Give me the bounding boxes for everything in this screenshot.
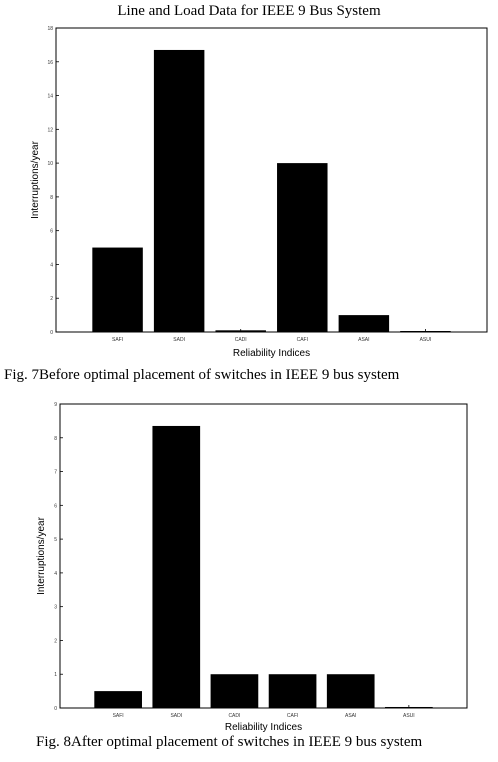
page-title: Line and Load Data for IEEE 9 Bus System [117, 3, 381, 19]
y-tick-label: 18 [47, 26, 53, 32]
x-axis-label: Reliability Indices [233, 348, 310, 359]
x-tick-label: CADI [228, 713, 240, 719]
y-tick-label: 2 [54, 638, 57, 644]
x-axis-label: Reliability Indices [225, 722, 302, 733]
chart-fig8: 0 1 2 3 4 5 6 7 8 9 SAFI SADI CADI CAFI ASAI ASUI Reliab… [36, 402, 468, 733]
figure-caption-fig7: Fig. 7Before optimal placement of switch… [4, 367, 400, 383]
y-tick-label: 0 [54, 706, 57, 712]
x-tick-label: ASUI [420, 337, 432, 343]
bar-cafi [277, 163, 328, 332]
y-axis-label: Interruptions/year [36, 516, 47, 594]
y-tick-label: 12 [47, 127, 53, 133]
y-tick-label: 3 [54, 605, 57, 611]
y-tick-label: 1 [54, 672, 57, 678]
x-tick-label: ASAI [345, 713, 356, 719]
bar-asai [338, 315, 390, 332]
y-tick-label: 6 [50, 229, 53, 235]
bar-cafi [268, 674, 317, 708]
y-tick-label: 9 [54, 402, 57, 408]
y-tick-label: 2 [50, 296, 53, 302]
plot-frame [59, 403, 468, 709]
y-tick-label: 7 [54, 470, 57, 476]
x-tick-label: CADI [235, 337, 247, 343]
y-tick-label: 4 [54, 571, 57, 577]
y-tick-label: 8 [50, 195, 53, 201]
y-tick-label: 14 [47, 94, 53, 100]
y-axis-label: Interruptions/year [30, 140, 41, 218]
x-tick-label: SADI [173, 337, 185, 343]
bar-sadi [152, 425, 201, 708]
plot-frame [55, 27, 488, 333]
y-tick-label: 8 [54, 436, 57, 442]
x-tick-label: SADI [170, 713, 182, 719]
bar-safi [94, 691, 142, 708]
bar-sadi [153, 49, 205, 332]
y-tick-label: 16 [47, 60, 53, 66]
figure-caption-fig8: Fig. 8After optimal placement of switche… [36, 734, 423, 750]
x-tick-label: SAFI [112, 337, 123, 343]
x-tick-label: ASUI [403, 713, 415, 719]
x-tick-label: CAFI [287, 713, 298, 719]
bar-cadi [210, 674, 259, 708]
x-tick-label: CAFI [297, 337, 308, 343]
x-tick-label: SAFI [113, 713, 124, 719]
y-tick-label: 6 [54, 503, 57, 509]
y-tick-label: 5 [54, 537, 57, 543]
y-tick-label: 10 [47, 161, 53, 167]
y-tick-label: 0 [50, 330, 53, 336]
chart-fig7: 0 2 4 6 8 10 12 14 16 18 SAFI SADI CADI CAFI ASAI ASUI R… [30, 26, 488, 359]
bar-asai [326, 674, 375, 708]
y-tick-label: 4 [50, 262, 53, 268]
bar-safi [92, 247, 143, 332]
x-tick-label: ASAI [358, 337, 369, 343]
